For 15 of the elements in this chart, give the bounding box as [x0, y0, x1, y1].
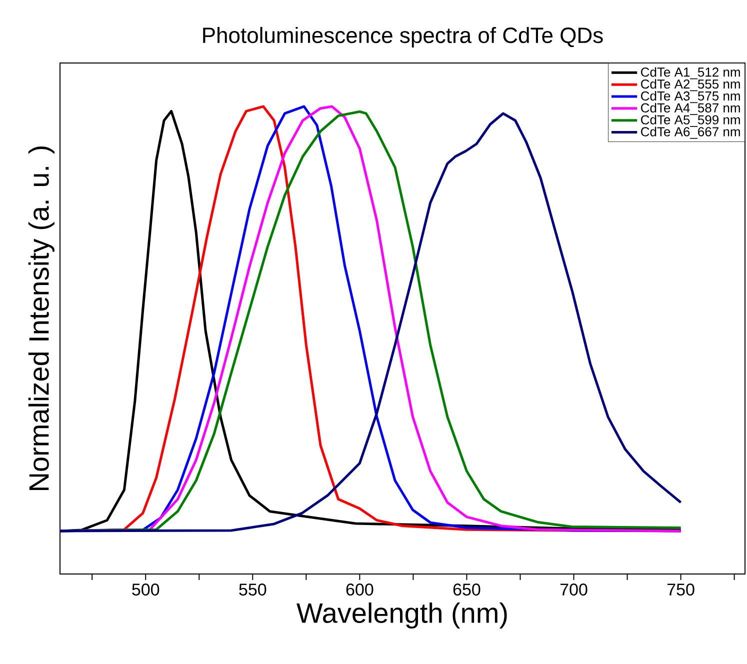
- x-tick-label: 600: [346, 584, 374, 596]
- chart-title: Photoluminescence spectra of CdTe QDs: [203, 26, 603, 48]
- legend-label: CdTe A2_555 nm: [641, 79, 740, 92]
- x-tick-label: 750: [667, 584, 694, 596]
- x-tick-label: 500: [132, 584, 160, 596]
- x-tick-label: 650: [453, 584, 480, 596]
- y-axis-title: Normalized Intensity (a. u. ): [28, 146, 54, 490]
- x-tick-label: 550: [239, 584, 266, 596]
- x-axis-title: Wavelength (nm): [296, 602, 507, 629]
- x-tick-label: 700: [560, 584, 588, 596]
- legend-label: CdTe A5_599 nm: [641, 114, 740, 127]
- legend-label: CdTe A1_512 nm: [641, 67, 740, 80]
- legend-label: CdTe A4_587 nm: [641, 102, 740, 115]
- legend-label: CdTe A3_575 nm: [641, 91, 740, 104]
- legend-label: CdTe A6_667 nm: [641, 126, 740, 139]
